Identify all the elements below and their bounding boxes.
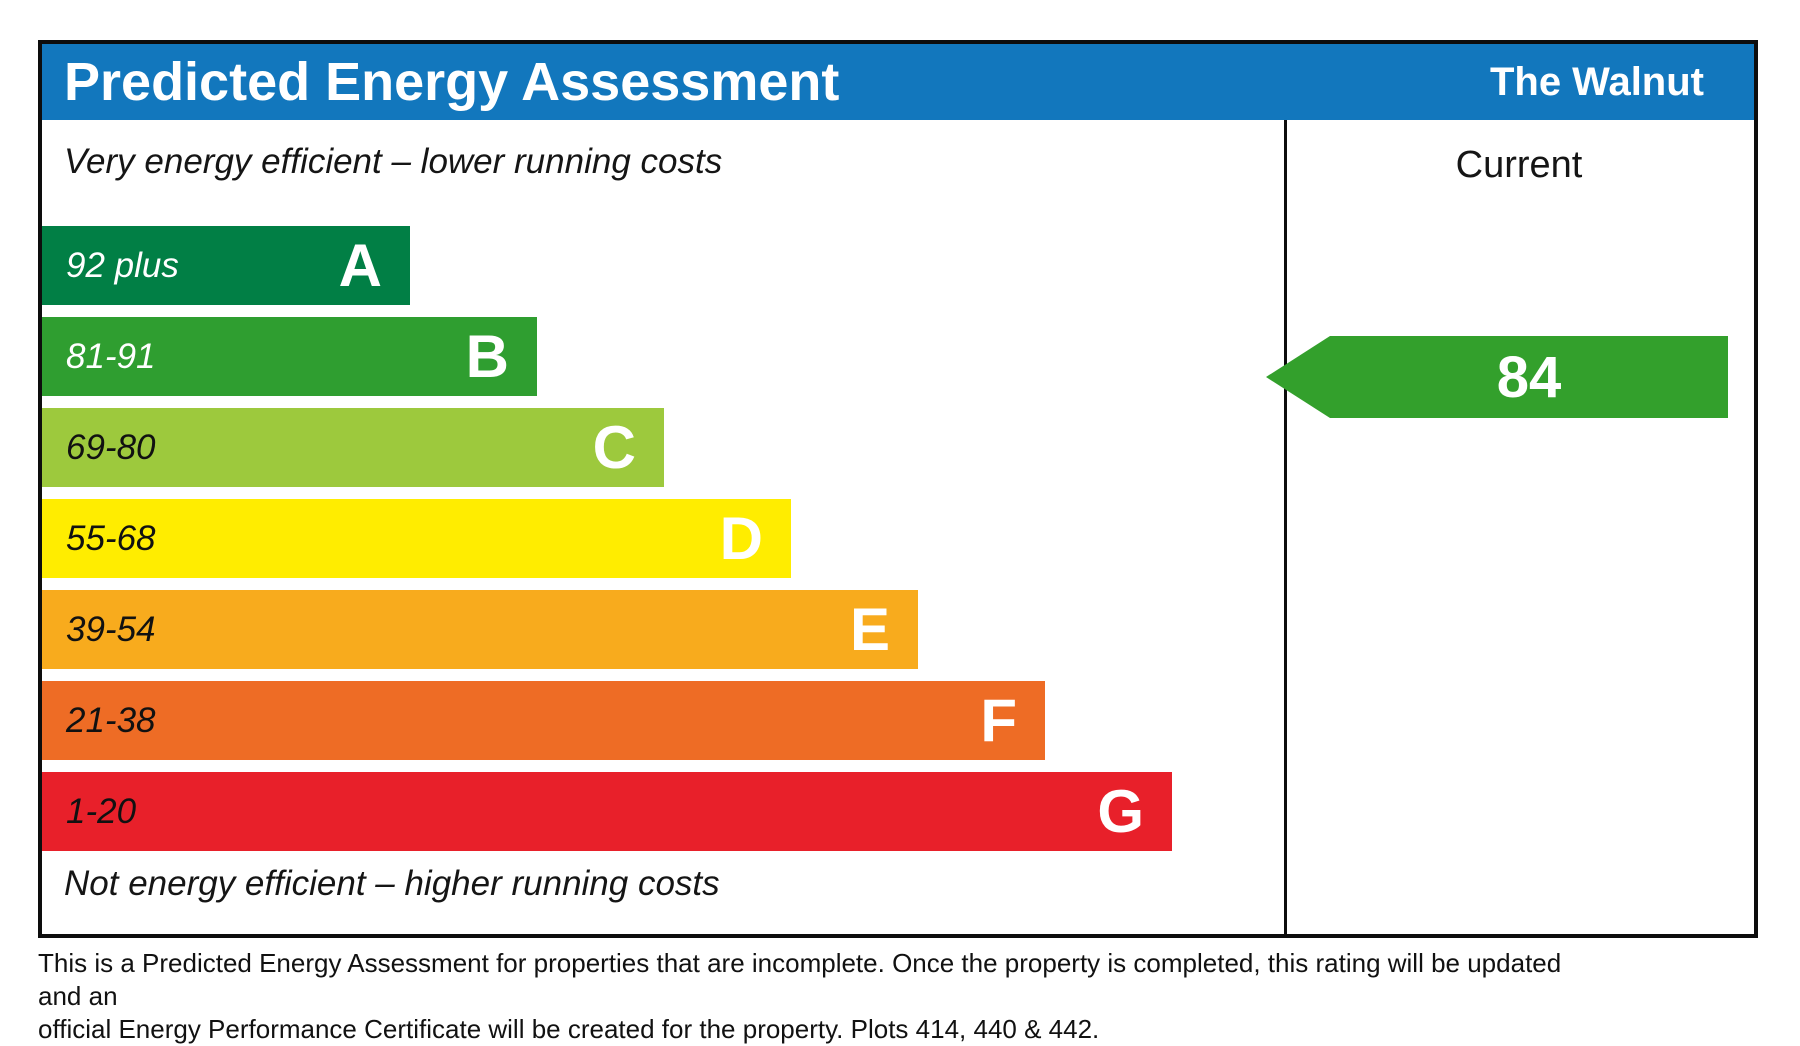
chart-header: Predicted Energy Assessment The Walnut — [42, 44, 1754, 120]
column-divider — [1284, 120, 1287, 934]
footer-note: This is a Predicted Energy Assessment fo… — [38, 947, 1598, 1046]
footer-note-line2: official Energy Performance Certificate … — [38, 1014, 1100, 1044]
epc-chart-box: Predicted Energy Assessment The Walnut V… — [38, 40, 1758, 938]
epc-band-a: 92 plus A — [42, 226, 410, 305]
arrow-left-point-icon — [1266, 336, 1330, 418]
bottom-caption: Not energy efficient – higher running co… — [64, 864, 720, 903]
band-letter: G — [1097, 778, 1144, 845]
band-range-label: 21-38 — [66, 700, 156, 740]
footer-note-line1: This is a Predicted Energy Assessment fo… — [38, 948, 1562, 1011]
band-range-label: 92 plus — [66, 245, 179, 285]
page-title: Predicted Energy Assessment — [64, 52, 840, 112]
band-range-label: 69-80 — [66, 427, 156, 467]
band-range-label: 39-54 — [66, 609, 156, 649]
band-letter: B — [465, 323, 509, 390]
epc-band-b: 81-91 B — [42, 317, 537, 396]
current-rating-value: 84 — [1496, 344, 1562, 410]
band-letter: A — [338, 232, 382, 299]
arrow-body: 84 — [1330, 336, 1728, 418]
band-range-label: 55-68 — [66, 518, 156, 558]
epc-band-f: 21-38 F — [42, 681, 1045, 760]
current-column-header: Current — [1455, 144, 1583, 186]
epc-page: { "header": { "title": "Predicted Energy… — [38, 40, 1758, 1044]
epc-band-c: 69-80 C — [42, 408, 664, 487]
epc-band-d: 55-68 D — [42, 499, 791, 578]
band-letter: C — [592, 414, 636, 481]
epc-band-e: 39-54 E — [42, 590, 918, 669]
band-range-label: 1-20 — [66, 791, 137, 831]
band-letter: E — [849, 596, 890, 663]
top-caption: Very energy efficient – lower running co… — [64, 142, 723, 181]
epc-band-g: 1-20 G — [42, 772, 1172, 851]
property-name: The Walnut — [1489, 60, 1704, 104]
band-letter: D — [719, 505, 763, 572]
band-range-label: 81-91 — [66, 336, 156, 376]
band-letter: F — [980, 687, 1017, 754]
current-rating-arrow: 84 — [1266, 336, 1728, 418]
